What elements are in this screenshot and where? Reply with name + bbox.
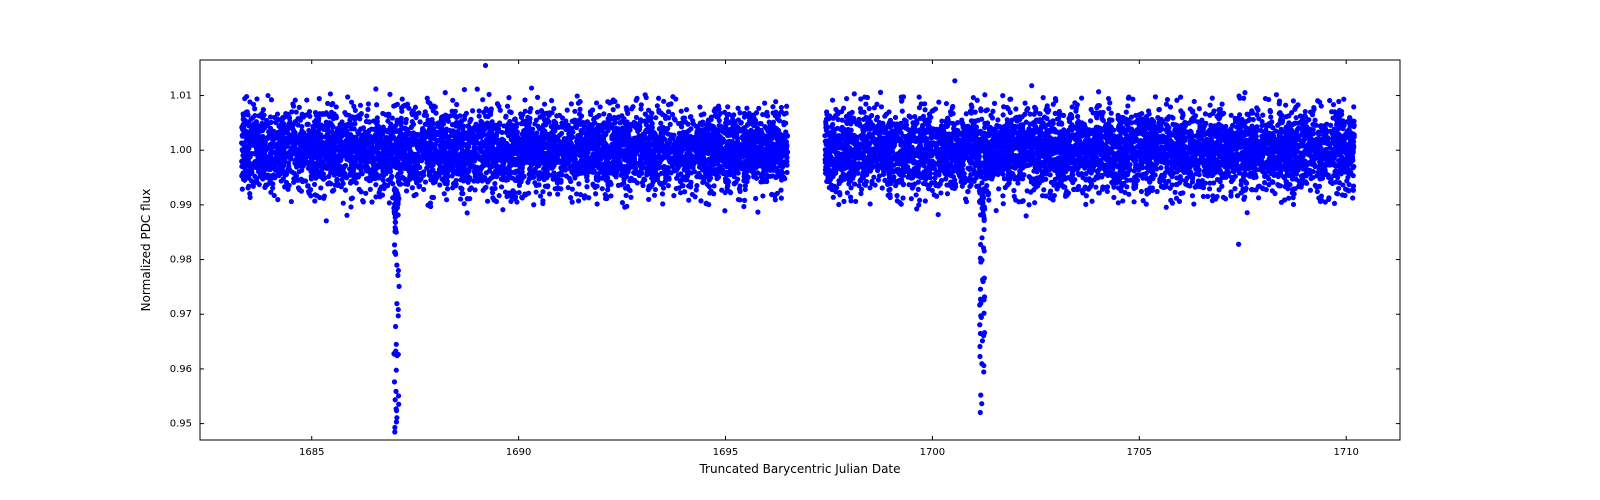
scatter-points <box>239 63 1357 435</box>
y-tick-label: 0.96 <box>170 364 192 375</box>
x-tick-label: 1710 <box>1333 447 1358 458</box>
y-tick-label: 0.98 <box>170 255 192 266</box>
y-tick-label: 0.97 <box>170 309 192 320</box>
x-tick-label: 1700 <box>920 447 945 458</box>
lightcurve-scatter-plot: 1685 1690 1695 1700 1705 1710 0.95 0.96 0.97 0.9… <box>0 0 1600 500</box>
y-tick-label: 1.01 <box>170 91 192 102</box>
y-axis-label: Normalized PDC flux <box>139 189 153 312</box>
y-tick-label: 1.00 <box>170 145 192 156</box>
x-tick-label: 1705 <box>1127 447 1152 458</box>
x-tick-label: 1690 <box>506 447 531 458</box>
y-tick-label: 0.99 <box>170 200 192 211</box>
x-axis-label: Truncated Barycentric Julian Date <box>698 462 900 476</box>
chart-wrapper: 1685 1690 1695 1700 1705 1710 0.95 0.96 0.97 0.9… <box>0 0 1600 500</box>
x-tick-label: 1695 <box>713 447 738 458</box>
x-tick-label: 1685 <box>299 447 324 458</box>
y-tick-label: 0.95 <box>170 419 192 430</box>
